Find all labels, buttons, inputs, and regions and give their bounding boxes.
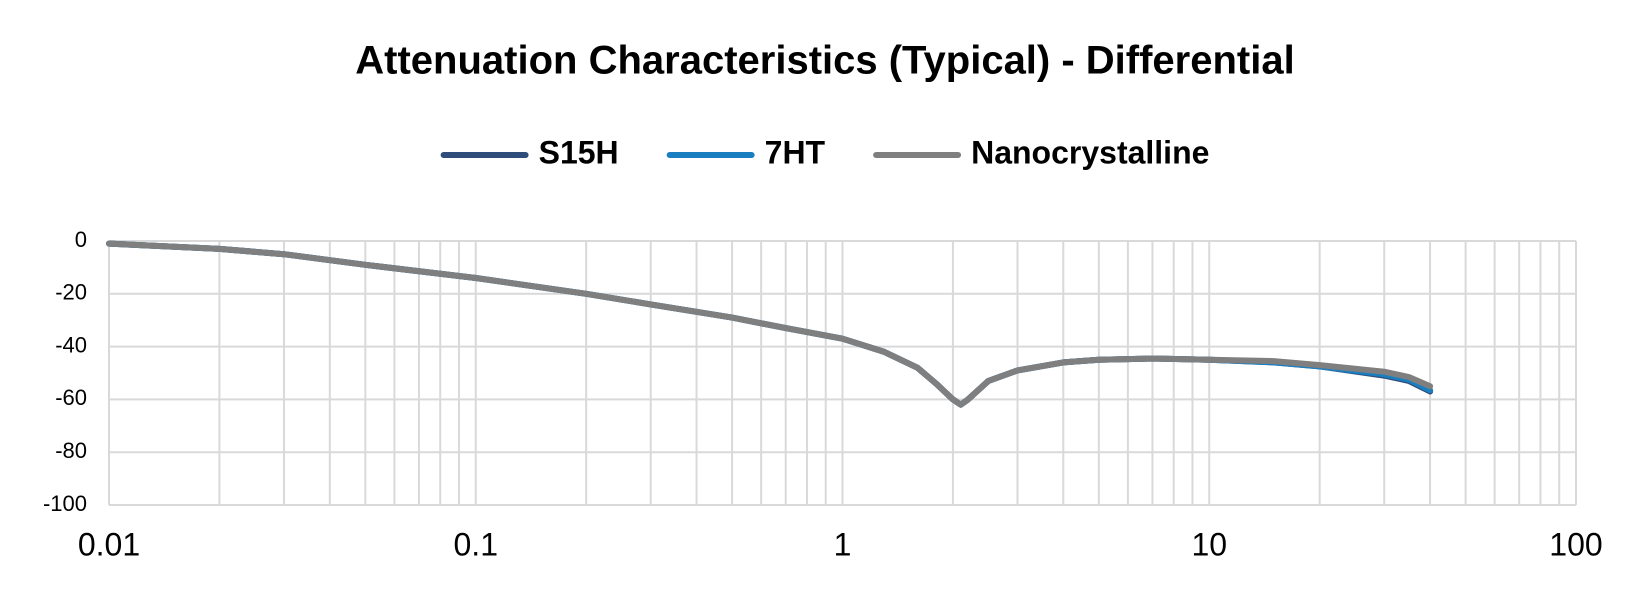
legend-label: Nanocrystalline: [971, 134, 1209, 170]
y-tick-label: -100: [43, 491, 87, 516]
x-tick-label: 10: [1191, 526, 1227, 562]
legend-label: 7HT: [765, 134, 826, 170]
x-tick-label: 1: [834, 526, 852, 562]
y-tick-label: 0: [75, 227, 87, 252]
y-tick-label: -40: [55, 332, 87, 357]
x-tick-label: 0.1: [454, 526, 498, 562]
series-line: [106, 240, 1434, 408]
y-tick-label: -80: [55, 438, 87, 463]
x-tick-label: 100: [1549, 526, 1602, 562]
legend-label: S15H: [539, 134, 619, 170]
chart-title: Attenuation Characteristics (Typical) - …: [355, 39, 1294, 83]
y-tick-label: -60: [55, 385, 87, 410]
x-tick-label: 0.01: [78, 526, 140, 562]
y-tick-label: -20: [55, 280, 87, 305]
